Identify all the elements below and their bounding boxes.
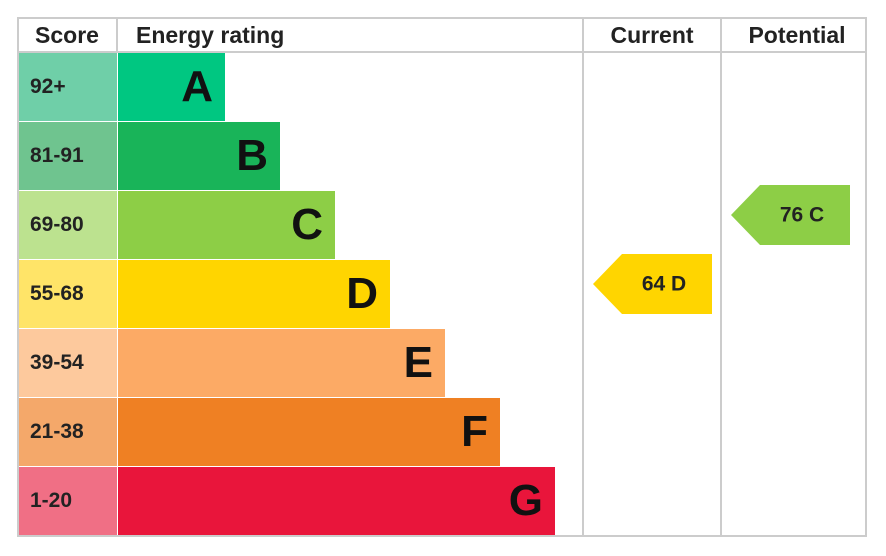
score-range: 81-91 [30, 144, 84, 167]
rating-letter: E [404, 338, 433, 387]
current-arrow [593, 254, 712, 314]
score-cell [19, 260, 117, 328]
current-label: 64 D [642, 273, 686, 296]
score-cell [19, 122, 117, 190]
rating-letter: C [291, 200, 323, 249]
header-potential: Potential [748, 22, 845, 48]
rating-letter: D [346, 269, 378, 318]
rating-bar [118, 260, 390, 328]
rating-letter: B [236, 131, 268, 180]
score-cell [19, 398, 117, 466]
score-cell [19, 467, 117, 535]
rating-letter: A [181, 62, 213, 111]
rating-letter: G [509, 476, 543, 525]
header-current: Current [610, 22, 693, 48]
score-range: 21-38 [30, 420, 84, 443]
potential-label: 76 C [780, 204, 824, 227]
rating-bar [118, 53, 225, 121]
potential-arrow [731, 185, 850, 245]
header-rating: Energy rating [136, 22, 284, 48]
score-range: 1-20 [30, 489, 72, 512]
score-range: 55-68 [30, 282, 84, 305]
rating-bar [118, 398, 500, 466]
score-cell [19, 191, 117, 259]
score-range: 92+ [30, 75, 66, 98]
rating-letter: F [461, 407, 488, 456]
rating-bar [118, 329, 445, 397]
rating-bar [118, 122, 280, 190]
score-range: 39-54 [30, 351, 84, 374]
rating-bar [118, 191, 335, 259]
header-score: Score [35, 22, 99, 48]
score-cell [19, 329, 117, 397]
score-cell [19, 53, 117, 121]
score-range: 69-80 [30, 213, 84, 236]
rating-bar [118, 467, 555, 535]
